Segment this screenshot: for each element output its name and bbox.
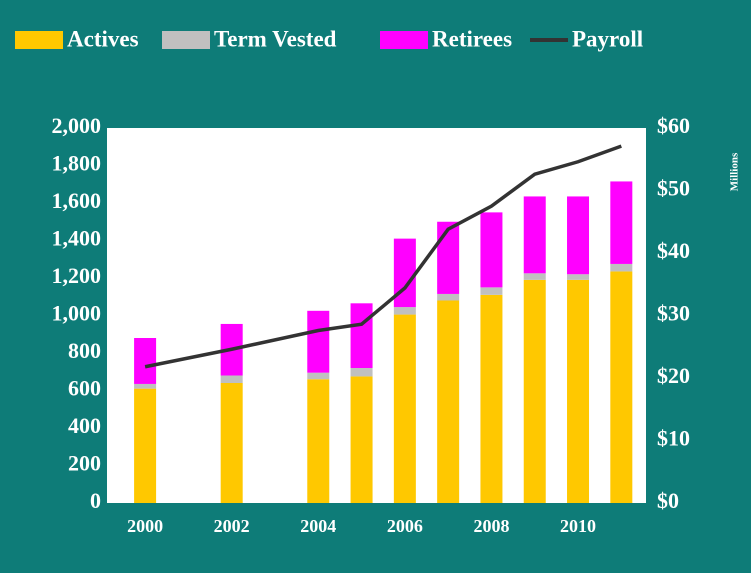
bar-segment — [307, 379, 330, 503]
bar-segment — [523, 279, 546, 503]
x-tick-label: 2008 — [473, 516, 509, 536]
bar-segment — [350, 376, 373, 503]
y-tick-label: 1,200 — [52, 263, 102, 288]
y2-tick-label: $20 — [657, 363, 690, 388]
legend-label: Retirees — [432, 26, 512, 51]
y2-tick-label: $40 — [657, 238, 690, 263]
legend-swatch — [380, 31, 428, 49]
y-tick-label: 0 — [90, 488, 101, 513]
x-tick-label: 2004 — [300, 516, 336, 536]
bar-segment — [220, 383, 243, 503]
x-tick-label: 2002 — [214, 516, 250, 536]
x-tick-label: 2006 — [387, 516, 423, 536]
legend-label: Payroll — [572, 26, 643, 51]
y-tick-label: 600 — [68, 376, 101, 401]
bar-segment — [480, 212, 503, 288]
bar-segment — [610, 263, 633, 272]
y-tick-label: 800 — [68, 338, 101, 363]
bar-segment — [523, 196, 546, 274]
bar-segment — [134, 383, 157, 389]
bar-segment — [437, 221, 460, 294]
bar-segment — [567, 274, 590, 280]
y-tick-label: 1,000 — [52, 301, 102, 326]
bar-segment — [134, 388, 157, 503]
bar-segment — [610, 271, 633, 503]
y2-tick-label: $0 — [657, 488, 679, 513]
bar-segment — [523, 273, 546, 280]
x-tick-label: 2010 — [560, 516, 596, 536]
y2-tick-label: $50 — [657, 176, 690, 201]
bar-segment — [307, 310, 330, 373]
bar-segment — [393, 238, 416, 308]
y2-tick-label: $30 — [657, 301, 690, 326]
bar-segment — [480, 287, 503, 295]
y-tick-label: 1,600 — [52, 188, 102, 213]
bar-segment — [307, 372, 330, 380]
bar-segment — [393, 307, 416, 315]
bar-segment — [567, 279, 590, 503]
bar-segment — [134, 338, 157, 384]
bar-segment — [350, 303, 373, 368]
payroll-line — [144, 144, 622, 369]
y-tick-label: 1,400 — [52, 226, 102, 251]
bar-segment — [437, 293, 460, 301]
legend-swatch — [15, 31, 63, 49]
bar-segment — [393, 314, 416, 503]
y2-tick-label: $10 — [657, 426, 690, 451]
x-tick-label: 2000 — [127, 516, 163, 536]
bar-segment — [350, 368, 373, 377]
legend-label: Actives — [67, 26, 139, 51]
plot-area — [107, 128, 646, 503]
bar-segment — [480, 294, 503, 503]
y2-axis-label: Millions — [729, 152, 741, 191]
y-tick-label: 200 — [68, 451, 101, 476]
y-tick-label: 1,800 — [52, 151, 102, 176]
y-tick-label: 400 — [68, 413, 101, 438]
y2-tick-label: $60 — [657, 113, 690, 138]
legend-swatch — [162, 31, 210, 49]
legend-label: Term Vested — [214, 26, 337, 51]
bar-segment — [220, 375, 243, 383]
y-tick-label: 2,000 — [52, 113, 102, 138]
bar-segment — [567, 196, 590, 275]
bar-segment — [437, 300, 460, 503]
bar-segment — [610, 181, 633, 264]
